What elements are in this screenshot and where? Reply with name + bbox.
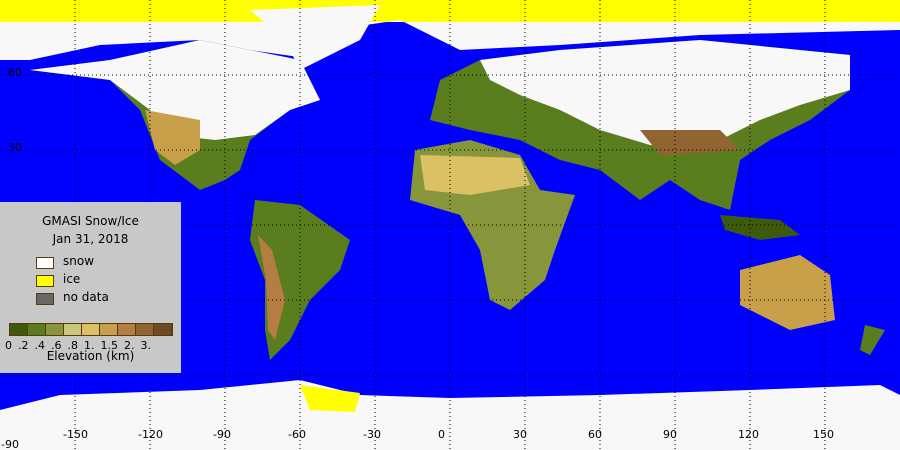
lat-label-60: 60 — [8, 66, 22, 79]
colorbar-segment — [46, 324, 64, 335]
elevation-ticks: 0 .2 .4 .6 .8 1. 1.5 2. 3. — [5, 339, 180, 352]
eurasia-snow — [480, 40, 850, 150]
ice-label: ice — [63, 272, 81, 286]
lon-label: -150 — [63, 428, 88, 441]
elevation-tick: 1.5 — [100, 339, 119, 352]
elevation-tick: .2 — [18, 339, 29, 352]
elevation-label: Elevation (km) — [46, 349, 135, 363]
elevation-tick: .4 — [34, 339, 46, 352]
elevation-tick: 2. — [124, 339, 135, 352]
snow-label: snow — [63, 254, 95, 268]
lon-label: -120 — [138, 428, 163, 441]
legend-date: Jan 31, 2018 — [52, 232, 129, 246]
north-america-snow — [30, 40, 320, 140]
elevation-tick: .6 — [51, 339, 62, 352]
elevation-tick: 1. — [84, 339, 95, 352]
lon-label: 150 — [813, 428, 834, 441]
elevation-tick: 3. — [140, 339, 152, 352]
colorbar-segment — [118, 324, 136, 335]
lat-label-minus-90: -90 — [1, 438, 19, 450]
antarctic-ice — [300, 385, 360, 412]
australia — [740, 255, 835, 330]
lon-label: -60 — [288, 428, 306, 441]
lat-label-30: 30 — [8, 141, 22, 154]
ice-swatch — [36, 275, 54, 287]
colorbar-segment — [154, 324, 172, 335]
lon-label: 90 — [663, 428, 677, 441]
elevation-tick: .8 — [67, 339, 79, 352]
greenland — [250, 5, 380, 70]
legend-title: GMASI Snow/Ice — [42, 214, 139, 228]
arctic-ice — [0, 0, 900, 22]
andes — [258, 235, 285, 340]
elevation-tick: 0 — [5, 339, 12, 352]
colorbar-segment — [136, 324, 154, 335]
new-zealand — [860, 325, 885, 355]
lon-label: 30 — [513, 428, 527, 441]
lon-label: 120 — [738, 428, 759, 441]
indonesia — [720, 215, 800, 240]
lon-label: -30 — [363, 428, 381, 441]
no-data-swatch — [36, 293, 54, 305]
sahara — [420, 155, 530, 195]
colorbar-segment — [100, 324, 118, 335]
elevation-colorbar — [9, 323, 173, 336]
no-data-label: no data — [63, 290, 109, 304]
lon-label: 0 — [438, 428, 445, 441]
lon-label: -90 — [213, 428, 231, 441]
colorbar-segment — [10, 324, 28, 335]
snow-swatch — [36, 257, 54, 269]
colorbar-segment — [64, 324, 82, 335]
legend: GMASI Snow/Ice Jan 31, 2018 snow ice no … — [0, 202, 181, 373]
us-west-elevation — [145, 110, 200, 165]
lon-label: 60 — [588, 428, 602, 441]
tibet — [640, 130, 740, 155]
colorbar-segment — [82, 324, 100, 335]
colorbar-segment — [28, 324, 46, 335]
